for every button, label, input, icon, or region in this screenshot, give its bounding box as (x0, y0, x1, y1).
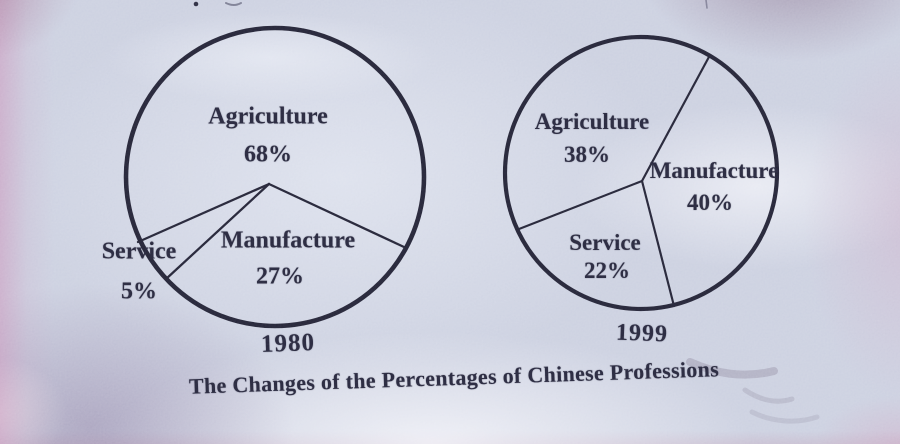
pie-1999-agriculture-label: Agriculture (534, 109, 650, 134)
pie-1999-manufacture-value: 40% (687, 190, 733, 215)
pie-1980-service-value: 5% (121, 278, 157, 305)
pie-1980-manufacture-label: Manufacture (220, 227, 356, 254)
pie-1999-manufacture-label: Manufacture (649, 158, 779, 183)
pie-1980-year-label: 1980 (260, 329, 316, 358)
page-artifact-marks (193, 0, 708, 9)
pie-1999-service-label: Service (569, 230, 641, 255)
pie-1999-agriculture-value: 38% (564, 142, 610, 167)
pie-1980-agriculture-label: Agriculture (208, 103, 328, 130)
pie-1999-year-label: 1999 (615, 319, 669, 348)
pie-1999-service-value: 22% (584, 258, 630, 283)
slice-divider-line (640, 179, 676, 308)
pie-1980-manufacture-value: 27% (256, 263, 304, 290)
pie-1980-service-label: Service (101, 238, 177, 265)
slice-divider-line (517, 179, 644, 231)
pie-1980-agriculture-value: 68% (244, 141, 292, 168)
